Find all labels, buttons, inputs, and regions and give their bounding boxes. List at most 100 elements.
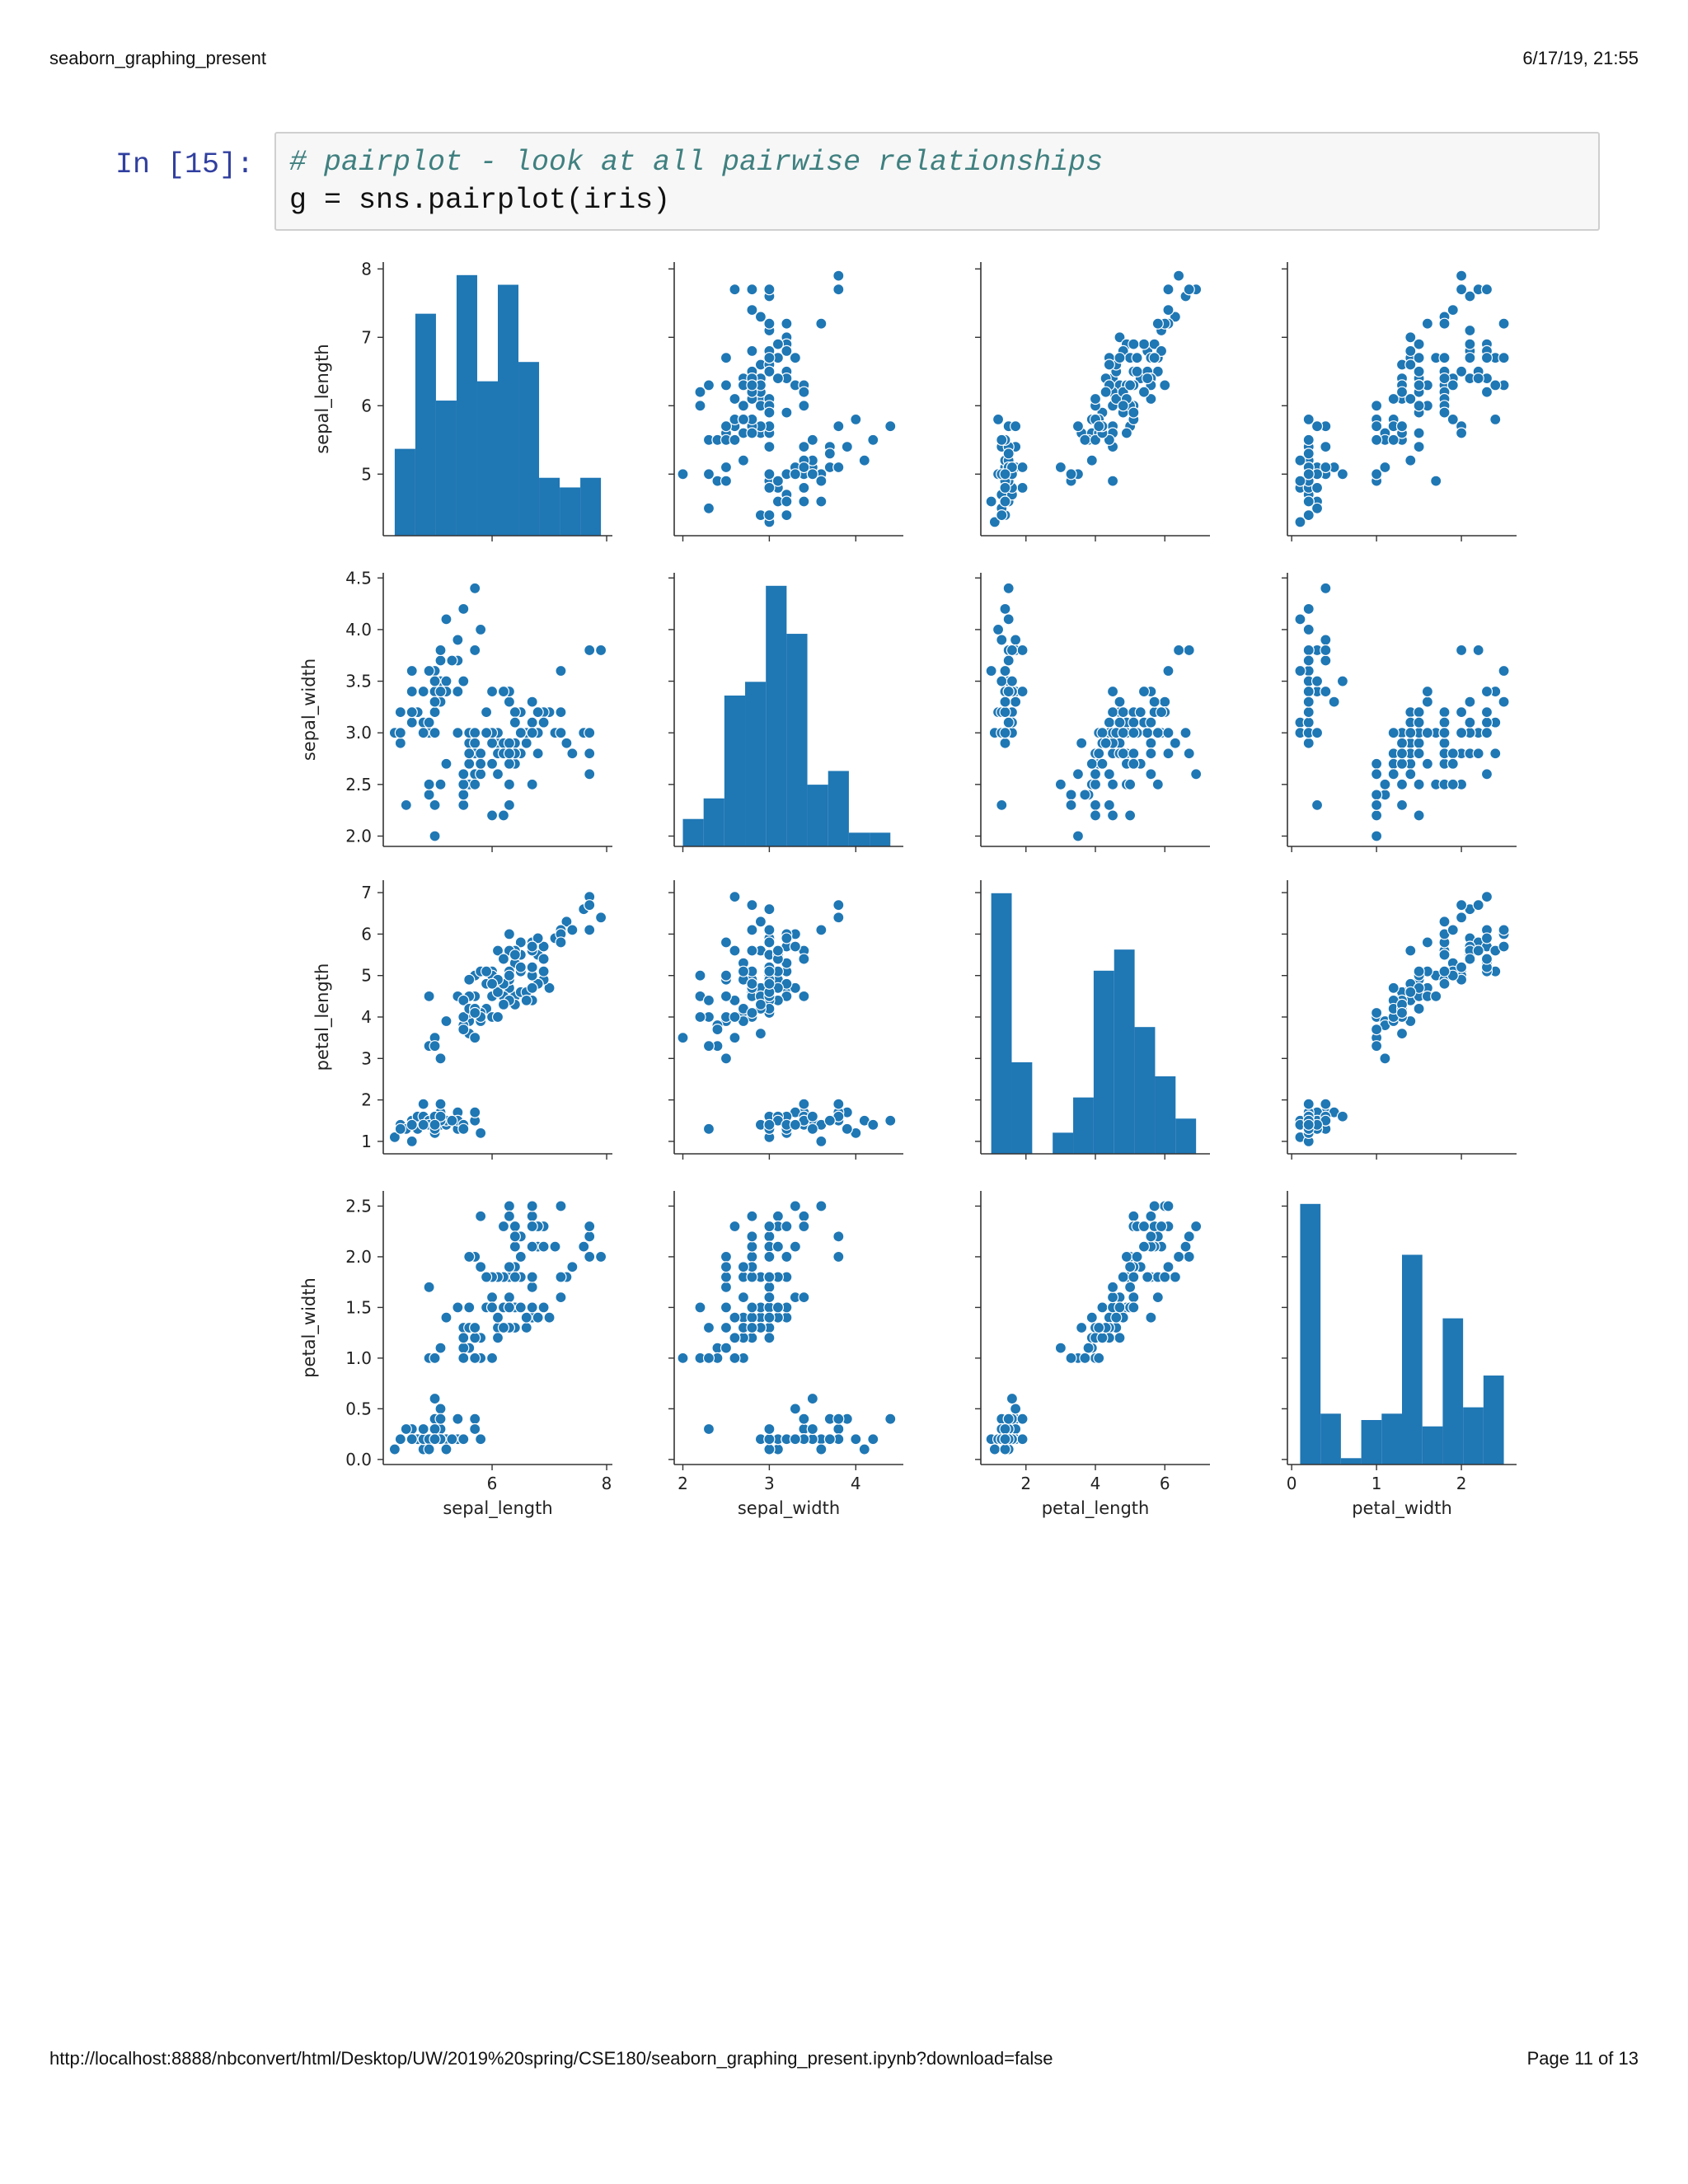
scatter-point-sepal_length-petal_width-149 [1438,406,1451,419]
scatter-point-sepal_length-petal_length-81 [1079,434,1091,446]
scatter-point-sepal_width-sepal_length-90 [457,768,470,780]
scatter-point-petal_width-sepal_length-49 [429,1433,441,1446]
scatter-point-petal_width-petal_length-95 [1096,1332,1109,1344]
y-axis-label-sepal_length: sepal_length [312,344,333,453]
scatter-point-petal_length-sepal_width-119 [694,969,706,982]
scatter-point-petal_width-sepal_width-44 [832,1413,845,1425]
scatter-point-petal_length-sepal_width-129 [763,936,776,949]
hist-bar-sepal_length-0 [394,448,415,536]
scatter-point-sepal_width-sepal_length-35 [429,706,441,719]
scatter-point-sepal_length-petal_width-62 [1371,400,1383,412]
scatter-point-petal_width-sepal_width-106 [720,1281,733,1293]
scatter-point-sepal_width-petal_width-144 [1498,696,1510,708]
scatter-point-petal_width-sepal_length-13 [388,1443,401,1455]
scatter-point-sepal_width-sepal_length-149 [480,727,493,739]
scatter-point-sepal_length-petal_length-146 [1124,379,1137,391]
scatter-point-sepal_length-sepal_width-22 [815,495,828,508]
scatter-point-sepal_width-petal_width-109 [1498,664,1510,677]
scatter-point-sepal_width-sepal_length-87 [503,799,516,811]
scatter-point-sepal_width-sepal_length-14 [475,623,487,636]
hist-bar-sepal_width-9 [870,832,891,846]
scatter-point-petal_length-sepal_length-104 [514,936,527,949]
scatter-point-sepal_width-petal_length-53 [1089,799,1102,811]
code-cell[interactable]: # pairplot - look at all pairwise relati… [274,132,1600,231]
scatter-point-sepal_width-petal_length-141 [1128,716,1140,729]
scatter-point-petal_length-sepal_length-141 [537,965,550,977]
scatter-point-sepal_length-sepal_width-39 [798,461,810,474]
scatter-point-petal_width-sepal_width-142 [737,1261,750,1273]
scatter-point-sepal_width-petal_length-143 [1155,706,1168,719]
scatter-point-sepal_width-sepal_length-84 [452,727,464,739]
scatter-point-sepal_length-sepal_width-142 [737,413,750,425]
scatter-point-petal_length-sepal_width-93 [702,1040,715,1052]
scatter-point-petal_length-sepal_width-118 [729,891,741,903]
scatter-point-sepal_width-sepal_length-46 [434,644,447,657]
scatter-point-petal_width-sepal_length-115 [509,1220,521,1233]
scatter-point-sepal_width-petal_length-79 [1071,768,1085,780]
scatter-point-sepal_width-petal_length-97 [1100,737,1112,749]
scatter-point-petal_width-petal_length-67 [1093,1352,1105,1364]
scatter-point-petal_length-sepal_width-148 [798,953,810,965]
scatter-point-petal_width-sepal_width-147 [763,1250,776,1263]
y-tick-label-petal_length: 4 [361,1007,372,1027]
scatter-point-petal_width-sepal_length-148 [497,1220,510,1233]
scatter-point-petal_width-petal_length-86 [1114,1301,1126,1314]
scatter-point-sepal_length-petal_width-144 [1498,352,1510,364]
scatter-point-petal_width-sepal_length-102 [549,1240,561,1253]
hist-bar-sepal_length-4 [476,381,498,536]
hist-bar-sepal_length-7 [539,477,560,536]
scatter-point-petal_length-sepal_width-64 [754,1028,767,1040]
scatter-point-petal_width-sepal_length-56 [503,1291,516,1304]
scatter-point-sepal_width-petal_length-133 [1128,748,1140,760]
scatter-point-sepal_width-petal_length-109 [1162,664,1175,677]
scatter-point-petal_length-petal_width-138 [1438,977,1451,990]
scatter-point-petal_width-sepal_length-114 [475,1210,487,1222]
hist-bar-petal_length-1 [1011,1062,1033,1154]
scatter-point-petal_length-sepal_width-45 [763,1118,776,1131]
hist-bar-sepal_width-5 [786,634,808,846]
scatter-point-petal_width-sepal_width-23 [789,1403,801,1415]
scatter-point-petal_width-sepal_width-99 [746,1321,758,1334]
scatter-point-sepal_width-sepal_length-123 [503,757,516,770]
scatter-point-petal_width-sepal_length-132 [509,1230,521,1243]
scatter-point-sepal_width-petal_width-85 [1421,685,1433,698]
scatter-point-sepal_width-petal_length-146 [1124,778,1137,790]
scatter-point-sepal_width-petal_length-135 [1162,727,1175,739]
scatter-point-sepal_length-petal_width-13 [1294,516,1306,528]
scatter-point-sepal_length-petal_width-137 [1438,373,1451,385]
scatter-point-sepal_width-sepal_length-42 [394,706,406,719]
scatter-point-sepal_width-petal_length-144 [1148,696,1160,708]
scatter-point-sepal_length-sepal_width-84 [763,440,776,453]
scatter-point-sepal_length-petal_length-24 [1016,481,1029,494]
scatter-point-sepal_width-sepal_length-129 [555,727,567,739]
scatter-point-petal_width-sepal_width-132 [746,1230,758,1243]
scatter-point-sepal_width-petal_width-72 [1413,778,1425,790]
scatter-point-petal_width-petal_length-106 [1106,1281,1119,1293]
hist-bar-sepal_length-2 [435,401,457,536]
scatter-point-petal_width-sepal_length-134 [491,1311,504,1324]
scatter-point-sepal_length-petal_width-79 [1371,420,1383,433]
code-line: g = sns.pairplot(iris) [289,184,671,217]
scatter-point-petal_width-sepal_length-144 [526,1200,538,1212]
scatter-point-sepal_length-petal_width-102 [1464,324,1476,337]
hist-bar-petal_width-8 [1463,1407,1484,1465]
scatter-point-petal_length-sepal_width-87 [702,994,715,1006]
scatter-point-sepal_length-petal_length-139 [1137,338,1151,350]
scatter-point-sepal_length-petal_length-89 [1089,434,1102,446]
scatter-point-sepal_width-petal_length-103 [1145,737,1157,749]
scatter-point-petal_length-sepal_length-90 [457,994,470,1006]
x-tick-label-sepal_width: 4 [851,1474,861,1493]
scatter-point-petal_width-sepal_width-86 [771,1301,784,1314]
scatter-point-petal_length-sepal_length-121 [463,973,476,986]
scatter-point-sepal_width-sepal_length-18 [469,644,481,657]
scatter-point-sepal_width-sepal_length-85 [485,685,499,698]
scatter-point-sepal_width-petal_length-131 [1172,644,1185,657]
scatter-point-petal_width-petal_length-117 [1183,1230,1195,1243]
scatter-point-sepal_width-sepal_length-131 [594,644,607,657]
scatter-point-petal_width-petal_length-148 [1137,1220,1151,1233]
scatter-point-sepal_width-petal_width-47 [1302,706,1315,719]
scatter-point-sepal_width-sepal_length-68 [497,809,510,822]
scatter-point-sepal_width-sepal_length-100 [503,696,516,708]
scatter-point-sepal_width-sepal_length-148 [497,685,510,698]
scatter-point-sepal_length-sepal_width-48 [823,448,836,460]
